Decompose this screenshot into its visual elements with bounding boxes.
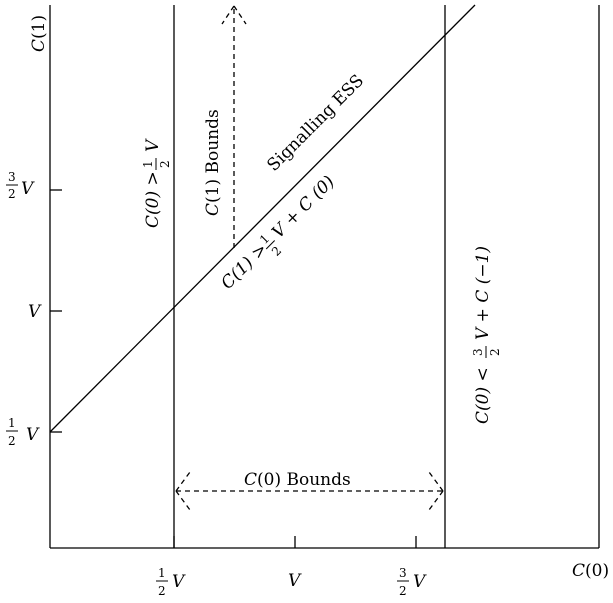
signalling-ess-line [49,4,476,433]
c1-bounds-label: C(1) Bounds [203,109,223,216]
svg-text:C(0) <: C(0) < [473,367,493,424]
x-tick-label-half-v: 1 2 V [156,566,186,598]
svg-text:3: 3 [399,566,407,580]
diagonal-inequality-label: C(1) > 1 2 V + C (0) [217,172,339,294]
svg-text:2: 2 [8,434,16,448]
svg-text:2: 2 [158,584,166,598]
svg-text:C(1) >: C(1) > [217,239,271,293]
svg-text:2: 2 [399,584,407,598]
svg-text:3: 3 [471,348,485,356]
plot-frame [49,5,600,549]
c1-bounds-arrow [221,5,247,248]
svg-text:V: V [172,572,186,592]
svg-text:C(0) >: C(0) > [143,171,163,228]
svg-text:3: 3 [8,170,16,184]
svg-text:V: V [21,179,35,199]
svg-text:V + C (−1): V + C (−1) [473,246,493,340]
y-tick-label-half-v: 1 2 V [6,416,40,448]
svg-text:V: V [26,425,40,445]
upper-bound-label: C(0) < 3 2 V + C (−1) [471,246,502,424]
svg-text:1: 1 [141,160,155,168]
svg-text:2: 2 [488,348,502,356]
c0-bounds-label: C(0) Bounds [244,470,351,490]
svg-text:2: 2 [8,187,16,201]
y-axis-label: C(1) [29,15,49,52]
svg-text:1: 1 [158,566,166,580]
y-tick-label-three-half-v: 3 2 V [6,170,35,201]
svg-text:V: V [143,138,163,152]
lower-bound-label: C(0) > 1 2 V [141,138,172,228]
x-tick-label-three-half-v: 3 2 V [397,566,427,598]
x-axis-label: C(0) [572,561,609,581]
svg-text:V: V [413,572,427,592]
x-tick-label-v: V [288,571,302,591]
c0-bounds-arrow [175,471,444,511]
y-tick-label-v: V [28,302,42,322]
svg-text:1: 1 [8,416,16,430]
svg-text:V + C (0): V + C (0) [268,172,339,243]
signalling-ess-label: Signalling ESS [263,71,368,176]
svg-text:2: 2 [158,160,172,168]
svg-text:2: 2 [269,244,284,259]
